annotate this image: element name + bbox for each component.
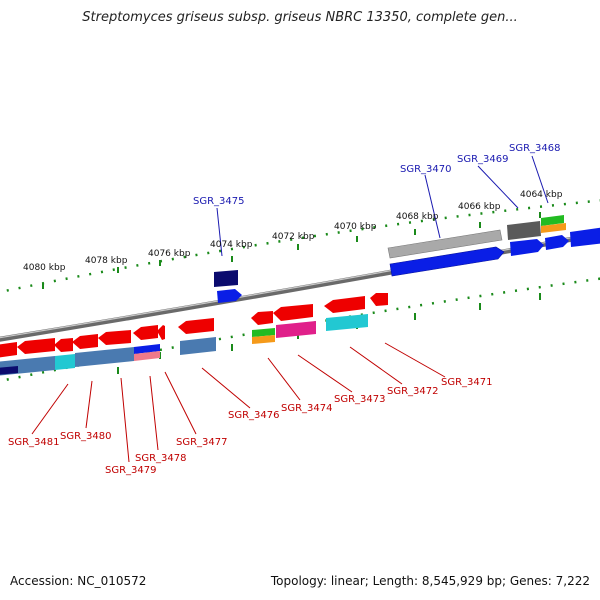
- bottom-leader-lines: [31, 342, 446, 463]
- top-tick-track: [0, 199, 600, 294]
- gene-forward-blue-4064[interactable]: [545, 235, 569, 250]
- bottom-gene-labels: SGR_3471 SGR_3472 SGR_3473 SGR_3474 SGR_…: [8, 377, 493, 476]
- accession-label: Accession: NC_010572: [10, 574, 147, 588]
- gene-label-sgr-3475[interactable]: SGR_3475: [193, 196, 245, 207]
- gene-reverse-red-4079[interactable]: [72, 334, 98, 349]
- gene-reverse-red-4082[interactable]: [0, 342, 17, 358]
- gene-forward-darkgray-4065[interactable]: [507, 221, 541, 240]
- gene-reverse-cyan-4080[interactable]: [55, 354, 75, 370]
- gene-reverse-green-4072[interactable]: [252, 328, 275, 337]
- gene-label-sgr-3481[interactable]: SGR_3481: [8, 437, 60, 448]
- scale-label: 4068 kbp: [396, 212, 439, 222]
- gene-forward-blue-4074[interactable]: [217, 289, 242, 303]
- top-major-ticks: [42, 212, 541, 289]
- scale-label: 4074 kbp: [210, 240, 253, 250]
- gene-reverse-pink-4077[interactable]: [134, 351, 160, 361]
- scale-label: 4072 kbp: [272, 232, 315, 242]
- scale-label: 4080 kbp: [23, 263, 66, 273]
- gene-label-sgr-3474[interactable]: SGR_3474: [281, 403, 333, 414]
- gene-reverse-red-4066[interactable]: [370, 293, 388, 306]
- scale-label: 4070 kbp: [334, 222, 377, 232]
- scale-label: 4064 kbp: [520, 190, 563, 200]
- top-leader-lines: [216, 155, 549, 257]
- gene-label-sgr-3468[interactable]: SGR_3468: [509, 143, 561, 154]
- gene-label-sgr-3477[interactable]: SGR_3477: [176, 437, 228, 448]
- gene-reverse-red-4078[interactable]: [98, 330, 131, 345]
- gene-reverse-steelblue-4076[interactable]: [180, 337, 216, 355]
- top-gene-labels: SGR_3468 SGR_3469 SGR_3470 SGR_3475: [193, 143, 561, 207]
- gene-forward-orange-4064[interactable]: [541, 223, 566, 233]
- gene-label-sgr-3480[interactable]: SGR_3480: [60, 431, 112, 442]
- gene-forward-blue-4062[interactable]: [570, 227, 600, 247]
- gene-label-sgr-3476[interactable]: SGR_3476: [228, 410, 280, 421]
- gene-reverse-red-4072[interactable]: [251, 311, 273, 325]
- gene-reverse-steelblue-4078[interactable]: [75, 347, 134, 367]
- gene-reverse-red-4077a[interactable]: [133, 325, 158, 340]
- map-title: Streptomyces griseus subsp. griseus NBRC…: [82, 10, 518, 25]
- scale-labels: 4064 kbp 4066 kbp 4068 kbp 4070 kbp 4072…: [23, 190, 563, 273]
- gene-reverse-red-4068[interactable]: [324, 296, 365, 313]
- gene-reverse-cyan-4068[interactable]: [326, 314, 368, 331]
- gene-reverse-magenta-4071[interactable]: [276, 321, 316, 338]
- gene-label-sgr-3471[interactable]: SGR_3471: [441, 377, 493, 388]
- gene-label-sgr-3478[interactable]: SGR_3478: [135, 453, 187, 464]
- gene-forward-blue-4065[interactable]: [510, 239, 544, 256]
- gene-reverse-red-4076[interactable]: [178, 318, 214, 334]
- reverse-strand-genes: [0, 293, 388, 376]
- gene-forward-gray-4068[interactable]: [387, 229, 503, 259]
- scale-label: 4066 kbp: [458, 202, 501, 212]
- gene-label-sgr-3479[interactable]: SGR_3479: [105, 465, 157, 476]
- gene-reverse-red-4077b[interactable]: [157, 325, 165, 340]
- gene-label-sgr-3472[interactable]: SGR_3472: [387, 386, 439, 397]
- gene-reverse-red-4080b[interactable]: [17, 338, 55, 354]
- forward-strand-genes: [214, 215, 600, 303]
- gene-forward-blue-4068[interactable]: [389, 246, 505, 277]
- gene-reverse-blue-4077[interactable]: [134, 344, 160, 354]
- scale-label: 4076 kbp: [148, 249, 191, 259]
- gene-label-sgr-3469[interactable]: SGR_3469: [457, 154, 509, 165]
- gene-reverse-orange-4072[interactable]: [252, 335, 275, 344]
- scale-label: 4078 kbp: [85, 256, 128, 266]
- gene-reverse-red-4071[interactable]: [273, 304, 313, 321]
- gene-label-sgr-3470[interactable]: SGR_3470: [400, 164, 452, 175]
- gene-reverse-red-4080a[interactable]: [54, 338, 73, 352]
- genome-summary: Topology: linear; Length: 8,545,929 bp; …: [270, 574, 590, 588]
- gene-forward-navy-4074[interactable]: [214, 270, 238, 287]
- gene-forward-green-4064[interactable]: [541, 215, 564, 226]
- gene-reverse-navy-4082[interactable]: [0, 366, 18, 375]
- gene-label-sgr-3473[interactable]: SGR_3473: [334, 394, 386, 405]
